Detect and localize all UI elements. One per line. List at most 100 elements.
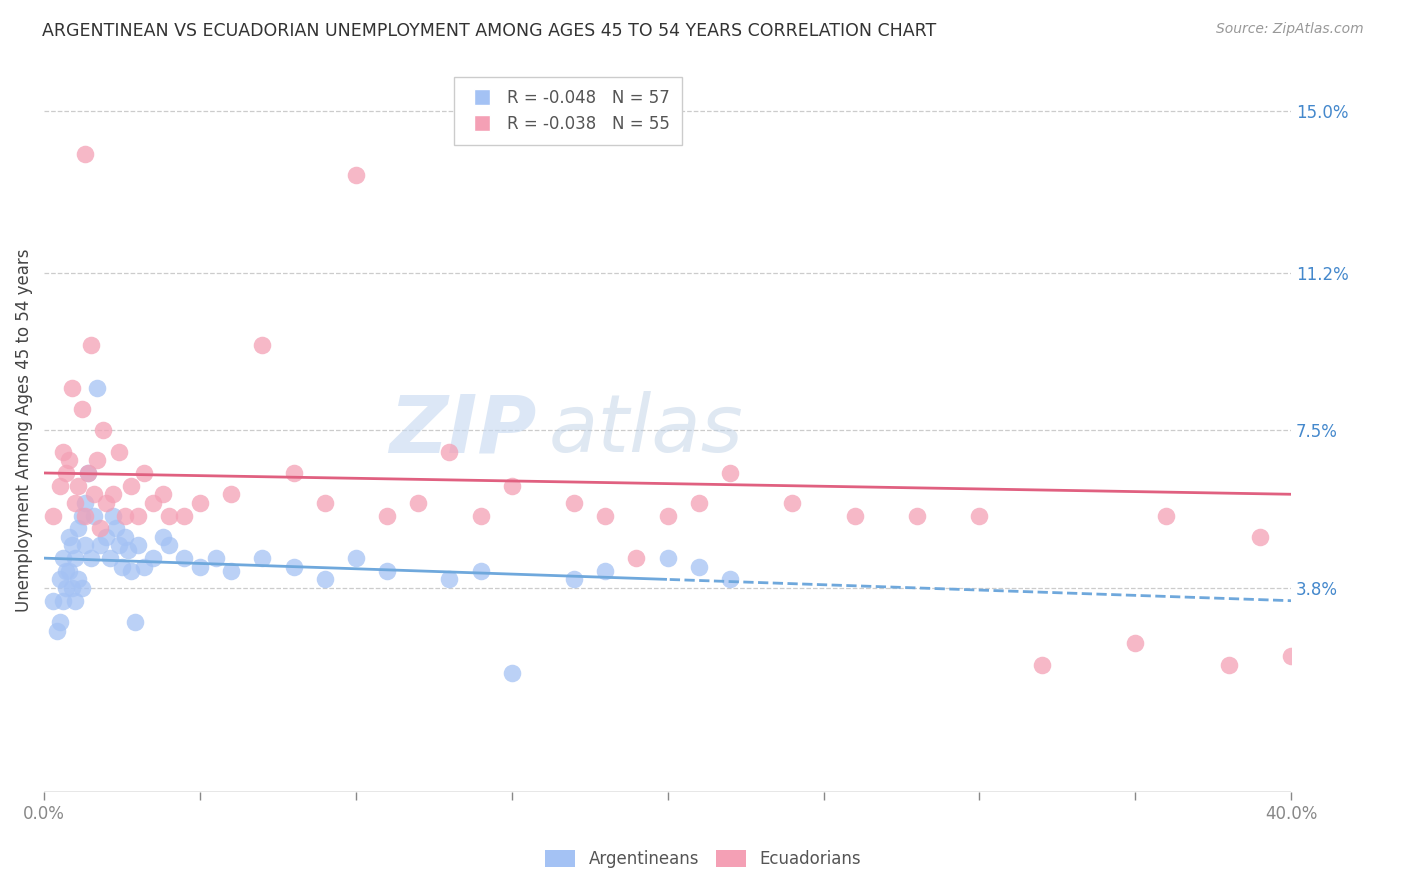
Point [108, 444, 131, 458]
Point [104, 521, 127, 535]
Point [657, 551, 679, 566]
Point [1249, 530, 1271, 544]
Point [89, 521, 111, 535]
Point [283, 559, 305, 574]
Point [204, 551, 226, 566]
Point [969, 508, 991, 523]
Point [157, 508, 180, 523]
Point [127, 508, 149, 523]
Point [76, 466, 98, 480]
Point [1279, 648, 1302, 663]
Point [86, 453, 108, 467]
Point [688, 559, 710, 574]
Point [101, 487, 124, 501]
Text: ZIP: ZIP [389, 392, 537, 469]
Point [52, 551, 75, 566]
Point [152, 487, 174, 501]
Y-axis label: Unemployment Among Ages 45 to 54 years: Unemployment Among Ages 45 to 54 years [15, 249, 32, 612]
Point [501, 479, 523, 493]
Point [375, 564, 398, 578]
Point [80, 338, 103, 352]
Point [782, 496, 804, 510]
Point [70, 508, 93, 523]
Point [626, 551, 648, 566]
Point [439, 573, 461, 587]
Point [65, 593, 87, 607]
Point [344, 551, 367, 566]
Point [375, 508, 398, 523]
Point [157, 538, 180, 552]
Point [1218, 657, 1240, 672]
Point [111, 559, 134, 574]
Point [439, 444, 461, 458]
Point [45, 624, 67, 638]
Point [73, 146, 96, 161]
Point [80, 551, 103, 566]
Point [132, 559, 155, 574]
Point [1156, 508, 1178, 523]
Point [114, 530, 136, 544]
Point [314, 573, 336, 587]
Point [152, 530, 174, 544]
Point [142, 496, 165, 510]
Point [42, 593, 65, 607]
Point [120, 564, 142, 578]
Point [73, 508, 96, 523]
Point [48, 615, 70, 629]
Point [283, 466, 305, 480]
Point [60, 581, 83, 595]
Point [76, 466, 98, 480]
Point [73, 496, 96, 510]
Point [219, 487, 242, 501]
Point [73, 538, 96, 552]
Point [252, 551, 274, 566]
Point [844, 508, 866, 523]
Point [657, 508, 679, 523]
Point [96, 496, 118, 510]
Point [252, 338, 274, 352]
Point [142, 551, 165, 566]
Point [470, 508, 492, 523]
Point [83, 508, 105, 523]
Point [58, 564, 80, 578]
Point [60, 538, 83, 552]
Point [219, 564, 242, 578]
Point [93, 424, 115, 438]
Point [562, 496, 585, 510]
Point [344, 168, 367, 182]
Point [173, 508, 195, 523]
Point [83, 487, 105, 501]
Point [470, 564, 492, 578]
Legend: R = -0.048   N = 57, R = -0.038   N = 55: R = -0.048 N = 57, R = -0.038 N = 55 [454, 77, 682, 145]
Point [70, 581, 93, 595]
Point [501, 666, 523, 681]
Point [48, 479, 70, 493]
Point [188, 559, 211, 574]
Point [52, 593, 75, 607]
Point [108, 538, 131, 552]
Point [101, 508, 124, 523]
Point [1031, 657, 1053, 672]
Point [718, 466, 741, 480]
Point [67, 479, 90, 493]
Point [1123, 636, 1146, 650]
Point [314, 496, 336, 510]
Point [60, 381, 83, 395]
Point [173, 551, 195, 566]
Point [127, 538, 149, 552]
Point [67, 573, 90, 587]
Point [132, 466, 155, 480]
Point [114, 508, 136, 523]
Point [55, 581, 77, 595]
Point [562, 573, 585, 587]
Text: atlas: atlas [550, 392, 744, 469]
Point [65, 496, 87, 510]
Point [70, 402, 93, 417]
Point [595, 564, 617, 578]
Point [117, 542, 139, 557]
Point [595, 508, 617, 523]
Point [52, 444, 75, 458]
Point [120, 479, 142, 493]
Point [65, 551, 87, 566]
Legend: Argentineans, Ecuadorians: Argentineans, Ecuadorians [538, 843, 868, 875]
